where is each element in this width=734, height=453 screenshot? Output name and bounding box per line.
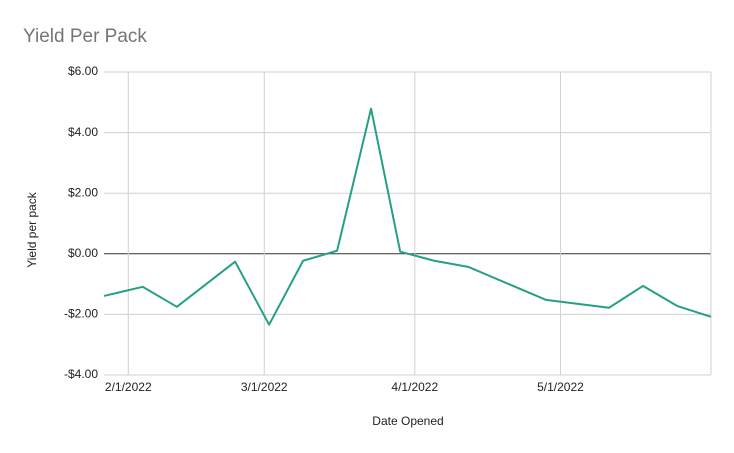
y-tick-label: $0.00 xyxy=(68,246,98,260)
x-axis-label: Date Opened xyxy=(372,414,443,428)
x-tick-label: 2/1/2022 xyxy=(105,380,152,394)
y-tick-label: -$2.00 xyxy=(64,307,98,321)
y-tick-label: -$4.00 xyxy=(64,367,98,381)
y-tick-label: $6.00 xyxy=(68,64,98,78)
x-tick-label: 4/1/2022 xyxy=(391,380,438,394)
chart-title: Yield Per Pack xyxy=(23,26,147,47)
x-tick-label: 5/1/2022 xyxy=(537,380,584,394)
y-axis-label: Yield per pack xyxy=(25,191,39,268)
y-tick-label: $2.00 xyxy=(68,185,98,199)
data-line xyxy=(103,107,712,326)
y-tick-label: $4.00 xyxy=(68,125,98,139)
x-tick-label: 3/1/2022 xyxy=(241,380,288,394)
